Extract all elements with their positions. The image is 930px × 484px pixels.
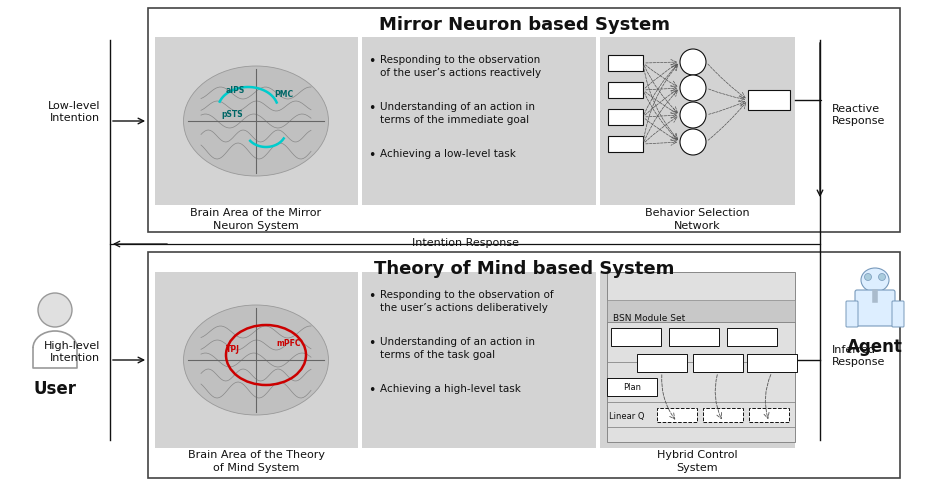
- Bar: [727, 328, 777, 346]
- Text: •: •: [368, 337, 376, 350]
- Text: High-level
Intention: High-level Intention: [44, 341, 100, 363]
- Text: Reactive
Response: Reactive Response: [832, 104, 885, 126]
- Text: Achieving a low-level task: Achieving a low-level task: [380, 149, 516, 159]
- Bar: [637, 354, 687, 372]
- Bar: [749, 408, 789, 422]
- Text: Brain Area of the Mirror
Neuron System: Brain Area of the Mirror Neuron System: [191, 208, 322, 231]
- Bar: [608, 109, 643, 125]
- Bar: [611, 328, 661, 346]
- Text: aIPS: aIPS: [226, 86, 246, 95]
- FancyBboxPatch shape: [892, 301, 904, 327]
- Bar: [747, 354, 797, 372]
- Ellipse shape: [183, 66, 328, 176]
- Circle shape: [680, 75, 706, 101]
- Text: •: •: [368, 290, 376, 303]
- Text: Responding to the observation of
the user’s actions deliberatively: Responding to the observation of the use…: [380, 290, 553, 313]
- Bar: [155, 272, 358, 448]
- Bar: [607, 378, 657, 396]
- Text: Plan: Plan: [623, 382, 641, 392]
- Bar: [600, 37, 795, 205]
- Bar: [148, 252, 900, 478]
- Bar: [703, 408, 743, 422]
- Text: pSTS: pSTS: [221, 110, 243, 119]
- Bar: [362, 272, 596, 448]
- Bar: [608, 82, 643, 98]
- Bar: [362, 37, 596, 205]
- Bar: [608, 55, 643, 71]
- Ellipse shape: [861, 268, 889, 292]
- Text: •: •: [368, 102, 376, 115]
- Text: PMC: PMC: [274, 90, 293, 99]
- Bar: [669, 328, 719, 346]
- Text: Hybrid Control
System: Hybrid Control System: [657, 450, 737, 473]
- FancyBboxPatch shape: [846, 301, 858, 327]
- Text: •: •: [368, 55, 376, 68]
- Text: Agent: Agent: [847, 338, 903, 356]
- Text: Linear Q: Linear Q: [609, 411, 644, 421]
- Bar: [608, 136, 643, 152]
- Ellipse shape: [183, 305, 328, 415]
- Text: Theory of Mind based System: Theory of Mind based System: [374, 260, 674, 278]
- Text: Brain Area of the Theory
of Mind System: Brain Area of the Theory of Mind System: [188, 450, 325, 473]
- Circle shape: [680, 49, 706, 75]
- Text: User: User: [33, 380, 76, 398]
- Bar: [657, 408, 697, 422]
- Bar: [155, 37, 358, 205]
- Text: TPJ: TPJ: [226, 345, 240, 354]
- Circle shape: [865, 273, 871, 281]
- Bar: [748, 90, 790, 110]
- Circle shape: [680, 129, 706, 155]
- Bar: [600, 272, 795, 448]
- Text: Understanding of an action in
terms of the task goal: Understanding of an action in terms of t…: [380, 337, 535, 360]
- Circle shape: [879, 273, 885, 281]
- Text: Mirror Neuron based System: Mirror Neuron based System: [379, 16, 670, 34]
- Text: Understanding of an action in
terms of the immediate goal: Understanding of an action in terms of t…: [380, 102, 535, 125]
- Bar: [607, 272, 795, 442]
- Text: mPFC: mPFC: [276, 339, 300, 348]
- Text: •: •: [368, 149, 376, 162]
- Text: Achieving a high-level task: Achieving a high-level task: [380, 384, 521, 394]
- Bar: [607, 300, 795, 322]
- Text: Intention Response: Intention Response: [411, 238, 519, 248]
- Text: Behavior Selection
Network: Behavior Selection Network: [644, 208, 750, 231]
- Text: •: •: [368, 384, 376, 397]
- FancyBboxPatch shape: [855, 290, 895, 326]
- Bar: [148, 8, 900, 232]
- Bar: [693, 354, 743, 372]
- Text: BSN Module Set: BSN Module Set: [613, 314, 685, 323]
- Text: Responding to the observation
of the user’s actions reactively: Responding to the observation of the use…: [380, 55, 541, 78]
- Text: Inferred
Response: Inferred Response: [832, 345, 885, 367]
- Circle shape: [38, 293, 72, 327]
- Circle shape: [680, 102, 706, 128]
- Text: Low-level
Intention: Low-level Intention: [47, 101, 100, 123]
